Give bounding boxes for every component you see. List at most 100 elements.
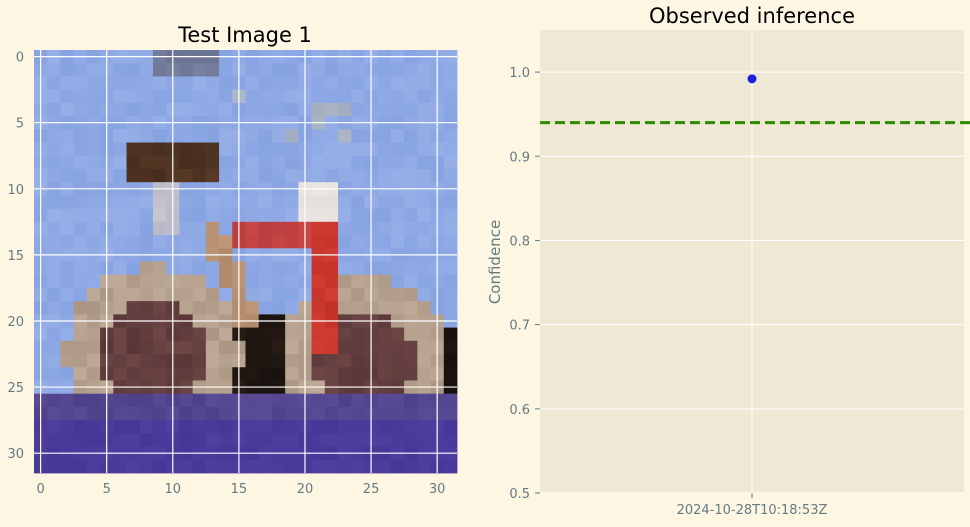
image-pixel <box>245 195 260 210</box>
image-pixel <box>113 459 127 474</box>
image-pixel <box>404 327 418 342</box>
image-pixel <box>219 393 233 408</box>
image-pixel <box>86 459 101 474</box>
image-pixel <box>443 327 458 342</box>
image-pixel <box>47 354 61 368</box>
image-pixel <box>179 274 194 289</box>
image-pixel <box>192 433 207 447</box>
image-pixel <box>126 354 141 368</box>
image-pixel <box>245 354 260 368</box>
image-y-tick-label: 5 <box>16 117 24 132</box>
image-pixel <box>152 274 167 289</box>
image-pixel <box>377 287 392 302</box>
image-pixel <box>47 393 61 408</box>
image-pixel <box>377 221 392 236</box>
image-pixel <box>139 261 154 276</box>
image-pixel <box>417 63 431 77</box>
image-pixel <box>324 195 339 210</box>
image-pixel <box>192 142 207 157</box>
image-pixel <box>139 393 154 408</box>
image-pixel <box>126 76 141 91</box>
image-pixel <box>417 142 431 157</box>
image-pixel <box>311 433 326 447</box>
image-pixel <box>271 393 286 408</box>
image-pixel <box>377 261 392 276</box>
image-pixel <box>113 129 127 143</box>
image-pixel <box>258 142 273 157</box>
image-pixel <box>324 155 339 170</box>
image-pixel <box>351 221 365 236</box>
image-pixel <box>219 459 233 474</box>
image-pixel <box>179 301 194 315</box>
image-pixel <box>245 129 260 143</box>
image-pixel <box>192 235 207 249</box>
image-pixel <box>152 327 167 342</box>
image-pixel <box>443 406 458 421</box>
image-pixel <box>311 274 326 289</box>
image-pixel <box>351 102 365 117</box>
image-pixel <box>219 261 233 276</box>
image-pixel <box>351 63 365 77</box>
image-pixel <box>338 195 352 210</box>
image-pixel <box>179 367 194 381</box>
image-pixel <box>60 433 75 447</box>
image-pixel <box>113 354 127 368</box>
image-pixel <box>338 406 352 421</box>
image-pixel <box>258 76 273 91</box>
image-pixel <box>390 89 405 104</box>
inference-point[interactable] <box>747 74 757 84</box>
image-pixel <box>338 155 352 170</box>
image-pixel <box>179 76 194 91</box>
image-pixel <box>417 393 431 408</box>
image-pixel <box>60 261 75 276</box>
image-pixel <box>258 155 273 170</box>
image-pixel <box>86 208 101 223</box>
image-pixel <box>417 433 431 447</box>
image-pixel <box>377 142 392 157</box>
image-pixel <box>324 142 339 157</box>
image-pixel <box>73 367 88 381</box>
image-pixel <box>390 168 405 183</box>
image-pixel <box>338 340 352 355</box>
image-pixel <box>179 420 194 434</box>
image-pixel <box>60 287 75 302</box>
image-pixel <box>377 195 392 210</box>
image-pixel <box>139 89 154 104</box>
image-pixel <box>219 76 233 91</box>
image-pixel <box>47 221 61 236</box>
image-pixel <box>192 129 207 143</box>
image-pixel <box>47 142 61 157</box>
image-pixel <box>219 129 233 143</box>
image-pixel <box>47 235 61 249</box>
image-pixel <box>351 433 365 447</box>
image-pixel <box>192 367 207 381</box>
image-pixel <box>139 129 154 143</box>
image-pixel <box>324 76 339 91</box>
image-pixel <box>258 433 273 447</box>
image-pixel <box>311 327 326 342</box>
image-pixel <box>86 274 101 289</box>
image-pixel <box>60 221 75 236</box>
image-pixel <box>152 102 167 117</box>
image-pixel <box>285 102 299 117</box>
image-pixel <box>324 208 339 223</box>
image-pixel <box>152 76 167 91</box>
image-pixel <box>179 261 194 276</box>
image-pixel <box>258 340 273 355</box>
image-pixel <box>390 420 405 434</box>
image-pixel <box>192 327 207 342</box>
image-pixel <box>139 459 154 474</box>
image-pixel <box>417 420 431 434</box>
image-pixel <box>205 142 220 157</box>
image-pixel <box>86 235 101 249</box>
image-pixel <box>73 89 88 104</box>
image-pixel <box>152 129 167 143</box>
image-pixel <box>86 155 101 170</box>
image-pixel <box>139 208 154 223</box>
image-pixel <box>404 459 418 474</box>
image-pixel <box>47 420 61 434</box>
image-pixel <box>417 221 431 236</box>
image-pixel <box>152 89 167 104</box>
image-pixel <box>205 433 220 447</box>
image-pixel <box>152 221 167 236</box>
